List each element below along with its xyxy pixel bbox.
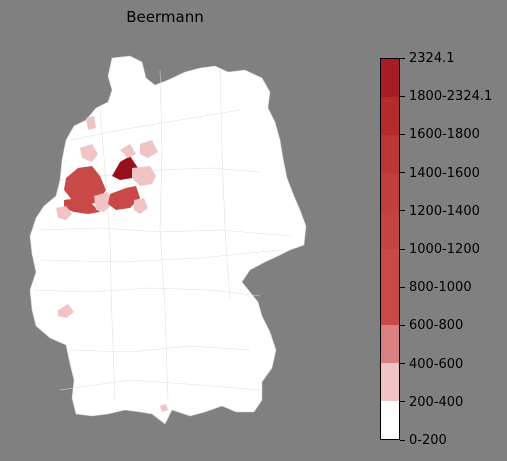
map-title: Beermann <box>126 8 204 26</box>
colorbar-tick-label: 0-200 <box>409 433 447 448</box>
district-steinfurt-muenster <box>64 198 100 214</box>
colorbar-segment <box>381 59 399 97</box>
colorbar-tick <box>400 248 405 250</box>
district-oldenburg <box>80 144 98 162</box>
district-friesland <box>86 116 96 130</box>
colorbar-tick <box>400 95 405 97</box>
district-borken <box>56 206 72 220</box>
colorbar-segment <box>381 173 399 211</box>
colorbar-tick-label: 1400-1600 <box>409 165 480 181</box>
colorbar-segment <box>381 401 399 439</box>
colorbar-tick <box>400 210 405 212</box>
colorbar-tick <box>400 57 405 59</box>
district-schaumburg <box>134 198 148 214</box>
colorbar-segment <box>381 287 399 325</box>
colorbar-tick <box>400 439 405 441</box>
colorbar-segment <box>381 249 399 287</box>
colorbar-tick <box>400 324 405 326</box>
colorbar-tick <box>400 172 405 174</box>
colorbar-segment <box>381 211 399 249</box>
district-verden <box>140 140 158 158</box>
colorbar <box>380 58 400 440</box>
district-alpine <box>160 404 168 412</box>
colorbar-tick-label: 1600-1800 <box>409 127 480 143</box>
district-herford <box>132 166 156 186</box>
colorbar-tick-label: 600-800 <box>409 318 464 334</box>
colorbar-segment <box>381 97 399 135</box>
germany-outline <box>29 55 307 425</box>
colorbar-tick-label: 400-600 <box>409 356 464 372</box>
colorbar-tick-label: 1000-1200 <box>409 242 480 257</box>
highlighted-districts <box>56 116 168 412</box>
district-hannover-area <box>94 192 112 212</box>
colorbar-tick <box>400 401 405 403</box>
colorbar-tick <box>400 363 405 365</box>
colorbar-tick <box>400 286 405 288</box>
colorbar-segment <box>381 135 399 173</box>
colorbar-tick-label: 2324.1 <box>409 51 455 66</box>
district-nienburg <box>120 144 136 158</box>
district-diepholz <box>112 156 138 180</box>
colorbar-tick-label: 800-1000 <box>409 280 472 296</box>
colorbar-segment <box>381 325 399 363</box>
colorbar-segment <box>381 363 399 401</box>
colorbar-tick <box>400 133 405 135</box>
district-borders <box>33 69 291 401</box>
colorbar-tick-label: 200-400 <box>409 394 464 410</box>
germany-choropleth-map <box>29 55 307 425</box>
district-saarland-trier <box>58 304 74 318</box>
colorbar-tick-label: 1800-2324.1 <box>409 89 493 105</box>
colorbar-tick-label: 1200-1400 <box>409 203 480 219</box>
district-minden-luebbecke <box>108 186 140 210</box>
